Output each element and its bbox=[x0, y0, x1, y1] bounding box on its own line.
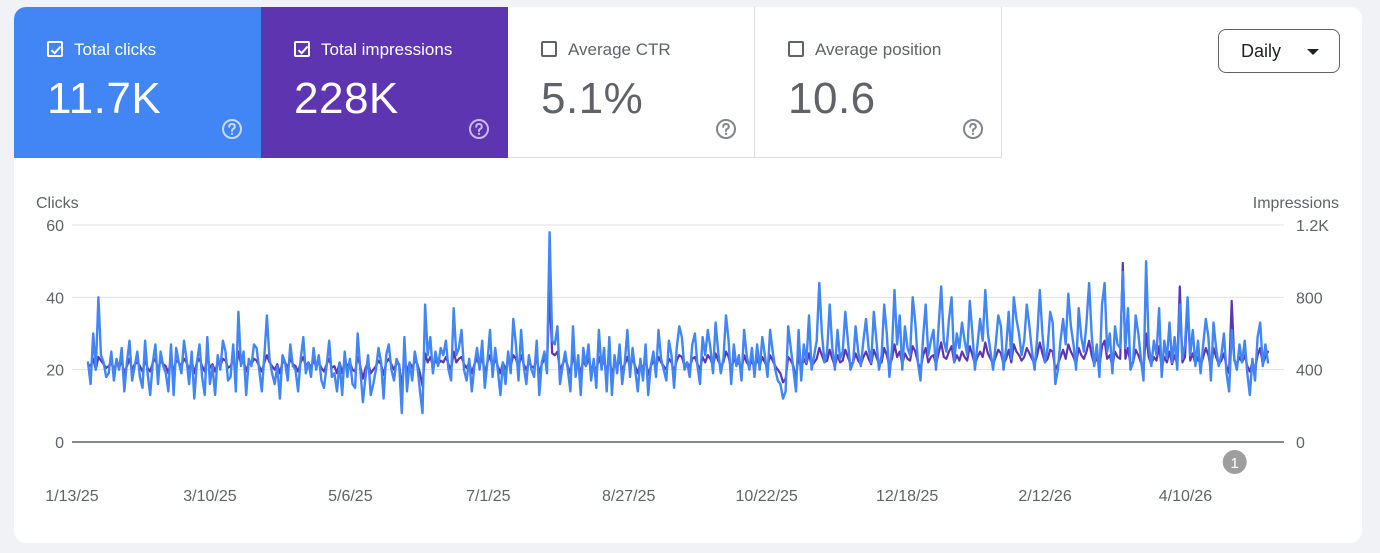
left-tick-label: 0 bbox=[55, 435, 64, 452]
total-impressions-checkbox[interactable] bbox=[294, 41, 310, 57]
left-tick-label: 20 bbox=[46, 363, 64, 380]
x-tick-label: 7/1/25 bbox=[466, 488, 511, 505]
total-impressions-card[interactable]: Total impressions 228K bbox=[261, 7, 508, 158]
left-axis-label: Clicks bbox=[36, 195, 79, 212]
help-icon[interactable] bbox=[221, 118, 243, 140]
caret-down-icon bbox=[1307, 49, 1319, 55]
average-position-checkbox[interactable] bbox=[788, 41, 804, 57]
right-tick-label: 0 bbox=[1296, 435, 1305, 452]
total-impressions-label: Total impressions bbox=[321, 40, 453, 59]
left-tick-label: 60 bbox=[46, 218, 64, 235]
average-position-label: Average position bbox=[815, 40, 942, 59]
total-clicks-checkbox[interactable] bbox=[47, 41, 63, 57]
help-icon[interactable] bbox=[962, 118, 984, 140]
right-tick-label: 400 bbox=[1296, 363, 1323, 380]
left-tick-label: 40 bbox=[46, 290, 64, 307]
period-dropdown[interactable]: Daily bbox=[1218, 29, 1340, 73]
annotation-marker-label: 1 bbox=[1231, 455, 1239, 472]
metric-cards: Total clicks 11.7K Total impressions 228… bbox=[14, 7, 1002, 158]
x-tick-label: 2/12/26 bbox=[1018, 488, 1071, 505]
x-tick-label: 8/27/25 bbox=[602, 488, 655, 505]
performance-panel: Total clicks 11.7K Total impressions 228… bbox=[14, 7, 1362, 543]
average-ctr-label: Average CTR bbox=[568, 40, 671, 59]
total-clicks-label: Total clicks bbox=[74, 40, 157, 59]
total-clicks-value: 11.7K bbox=[47, 74, 162, 123]
x-tick-label: 5/6/25 bbox=[328, 488, 373, 505]
total-clicks-card[interactable]: Total clicks 11.7K bbox=[14, 7, 261, 158]
x-tick-label: 4/10/26 bbox=[1159, 488, 1212, 505]
average-position-value: 10.6 bbox=[788, 74, 876, 123]
clicks-line bbox=[86, 230, 1270, 415]
x-tick-label: 10/22/25 bbox=[736, 488, 798, 505]
annotation-marker[interactable] bbox=[1222, 450, 1247, 474]
help-icon[interactable] bbox=[468, 118, 490, 140]
x-tick-label: 12/18/25 bbox=[876, 488, 938, 505]
average-ctr-value: 5.1% bbox=[541, 74, 644, 123]
total-impressions-value: 228K bbox=[294, 74, 399, 123]
period-dropdown-label: Daily bbox=[1241, 41, 1282, 61]
average-position-card[interactable]: Average position 10.6 bbox=[755, 7, 1002, 158]
average-ctr-checkbox[interactable] bbox=[541, 41, 557, 57]
performance-chart: Clicks Impressions 0 20 40 60 0 400 800 1.2K 1… bbox=[36, 195, 1339, 505]
right-tick-label: 1.2K bbox=[1296, 218, 1329, 235]
right-axis-label: Impressions bbox=[1253, 195, 1339, 212]
x-tick-label: 3/10/25 bbox=[183, 488, 236, 505]
right-tick-label: 800 bbox=[1296, 290, 1323, 307]
help-icon[interactable] bbox=[715, 118, 737, 140]
average-ctr-card[interactable]: Average CTR 5.1% bbox=[508, 7, 755, 158]
x-tick-label: 1/13/25 bbox=[45, 488, 98, 505]
